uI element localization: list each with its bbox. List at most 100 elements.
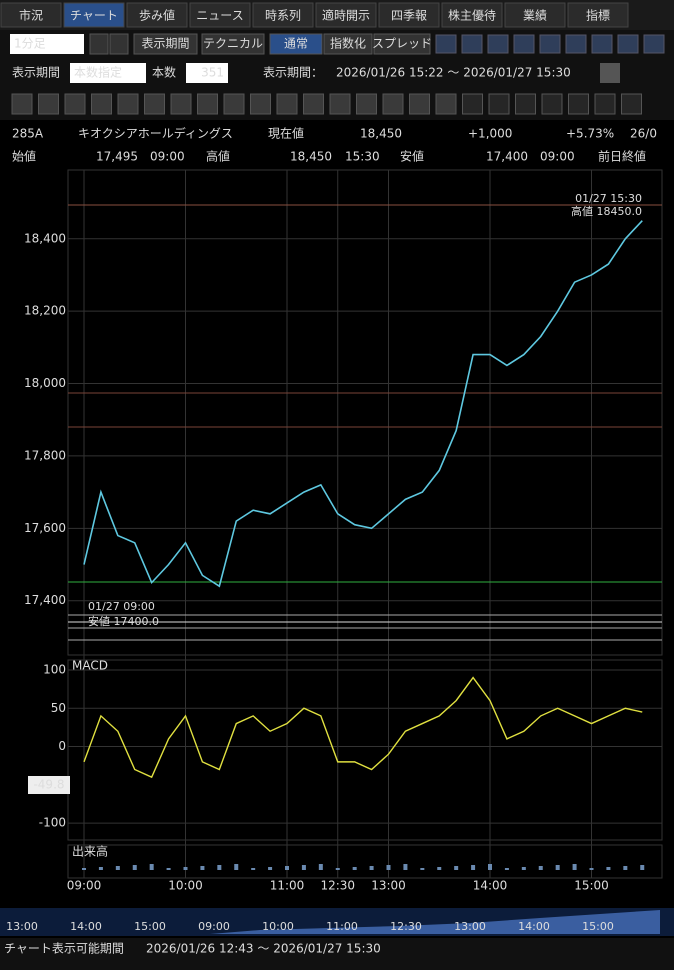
draw-tool[interactable] <box>594 93 616 115</box>
tab[interactable] <box>63 2 125 28</box>
macd-line <box>83 676 643 779</box>
draw-tool[interactable] <box>250 93 271 115</box>
tab[interactable] <box>504 2 566 28</box>
y-tick-label: -100 <box>39 816 66 830</box>
tool-icon[interactable] <box>513 34 535 54</box>
volume-bar <box>538 866 543 870</box>
period-btn-label[interactable]: 表示期間 <box>141 37 189 51</box>
technical-btn-label[interactable]: テクニカル <box>203 37 263 51</box>
tool-icon[interactable] <box>565 34 587 54</box>
scroll-tick: 15:00 <box>582 920 614 933</box>
tool-icon[interactable] <box>617 34 639 54</box>
tool-icon[interactable] <box>435 34 457 54</box>
change-pct: +5.73% <box>566 127 614 141</box>
draw-tool[interactable] <box>435 93 457 115</box>
mode-select[interactable] <box>70 63 146 83</box>
interval-select[interactable] <box>10 34 84 54</box>
scroll-tick: 14:00 <box>70 920 102 933</box>
ohlc-high-label: 高値 <box>206 149 230 164</box>
tab-label[interactable]: 適時開示 <box>322 8 370 23</box>
macd-panel <box>67 659 663 841</box>
draw-tool[interactable] <box>38 93 59 115</box>
volume-bar <box>352 867 357 870</box>
tab[interactable] <box>378 2 440 28</box>
draw-tool[interactable] <box>170 93 192 115</box>
mode-btn[interactable] <box>373 33 431 55</box>
volume-bar <box>251 868 256 870</box>
count-input[interactable] <box>186 63 228 83</box>
draw-tool[interactable] <box>356 93 377 115</box>
draw-tool[interactable] <box>515 93 536 115</box>
x-tick-label: 14:00 <box>473 879 508 893</box>
draw-tool[interactable] <box>541 93 563 115</box>
draw-tool[interactable] <box>568 93 589 115</box>
tab-label[interactable]: ニュース <box>196 9 243 23</box>
tool-icon[interactable] <box>461 34 483 54</box>
footer-range: 2026/01/26 12:43 ～ 2026/01/27 15:30 <box>146 942 381 956</box>
volume-bar <box>318 864 323 870</box>
tool-icon[interactable] <box>591 34 613 54</box>
tab-label[interactable]: チャート <box>70 9 118 23</box>
scroll-tick: 11:00 <box>326 920 358 933</box>
draw-tool[interactable] <box>303 93 324 115</box>
count-value[interactable]: 351 <box>201 66 224 80</box>
draw-tool[interactable] <box>197 93 218 115</box>
draw-tool[interactable] <box>223 93 245 115</box>
footer-bg <box>0 938 674 970</box>
draw-tool[interactable] <box>117 93 139 115</box>
mode-btn-label[interactable]: 通常 <box>284 37 308 51</box>
draw-tool[interactable] <box>276 93 298 115</box>
draw-tool[interactable] <box>329 93 351 115</box>
x-tick-label: 12:30 <box>320 879 355 893</box>
cursor-box <box>28 776 70 794</box>
tab-label[interactable]: 株主優待 <box>448 8 496 23</box>
tool-icon[interactable] <box>539 34 561 54</box>
interval-label[interactable]: 1分足 <box>14 37 46 51</box>
mode-btn-label[interactable]: 指数化 <box>330 36 366 51</box>
tool-icon[interactable] <box>643 34 665 54</box>
tab-label[interactable]: 歩み値 <box>139 8 175 23</box>
tool-icon[interactable] <box>487 34 509 54</box>
refresh-btn[interactable] <box>600 63 620 83</box>
draw-tool[interactable] <box>621 93 642 115</box>
draw-tool[interactable] <box>409 93 430 115</box>
mode-btn[interactable] <box>269 33 323 55</box>
y-tick-label: 17,800 <box>24 448 66 462</box>
x-tick-label: 13:00 <box>371 879 406 893</box>
draw-tool[interactable] <box>144 93 165 115</box>
draw-tool[interactable] <box>64 93 86 115</box>
tab-label[interactable]: 時系列 <box>265 9 301 23</box>
next-btn[interactable] <box>109 33 129 55</box>
mode-select-label[interactable]: 本数指定 <box>74 65 122 80</box>
ohlc-open-label: 始値 <box>12 149 36 164</box>
draw-tool[interactable] <box>462 93 483 115</box>
volume-panel <box>67 844 663 879</box>
technical-btn[interactable] <box>201 33 265 55</box>
annotation: 高値 18450.0 <box>571 204 642 218</box>
tab-label[interactable]: 市況 <box>19 8 43 23</box>
prev-btn[interactable] <box>89 33 109 55</box>
tab[interactable] <box>252 2 314 28</box>
volume-bar <box>82 868 86 870</box>
mode-btn[interactable] <box>323 33 373 55</box>
volume-bar <box>403 864 408 870</box>
volume-bar <box>268 867 273 870</box>
tab[interactable] <box>0 2 62 28</box>
tab[interactable] <box>315 2 377 28</box>
draw-tool[interactable] <box>382 93 404 115</box>
tab-label[interactable]: 指標 <box>586 8 610 23</box>
annotation: 01/27 09:00 <box>88 600 155 613</box>
mode-btn-label[interactable]: スプレッド <box>372 37 432 51</box>
tab[interactable] <box>441 2 503 28</box>
tab-label[interactable]: 四季報 <box>391 9 427 23</box>
tab[interactable] <box>189 2 251 28</box>
scroll-tick: 13:00 <box>6 920 38 933</box>
tab[interactable] <box>126 2 188 28</box>
draw-tool[interactable] <box>11 93 33 115</box>
draw-tool[interactable] <box>91 93 112 115</box>
tab-label[interactable]: 業績 <box>523 9 547 23</box>
period-btn[interactable] <box>133 33 198 55</box>
tab[interactable] <box>567 2 629 28</box>
draw-tool[interactable] <box>488 93 510 115</box>
